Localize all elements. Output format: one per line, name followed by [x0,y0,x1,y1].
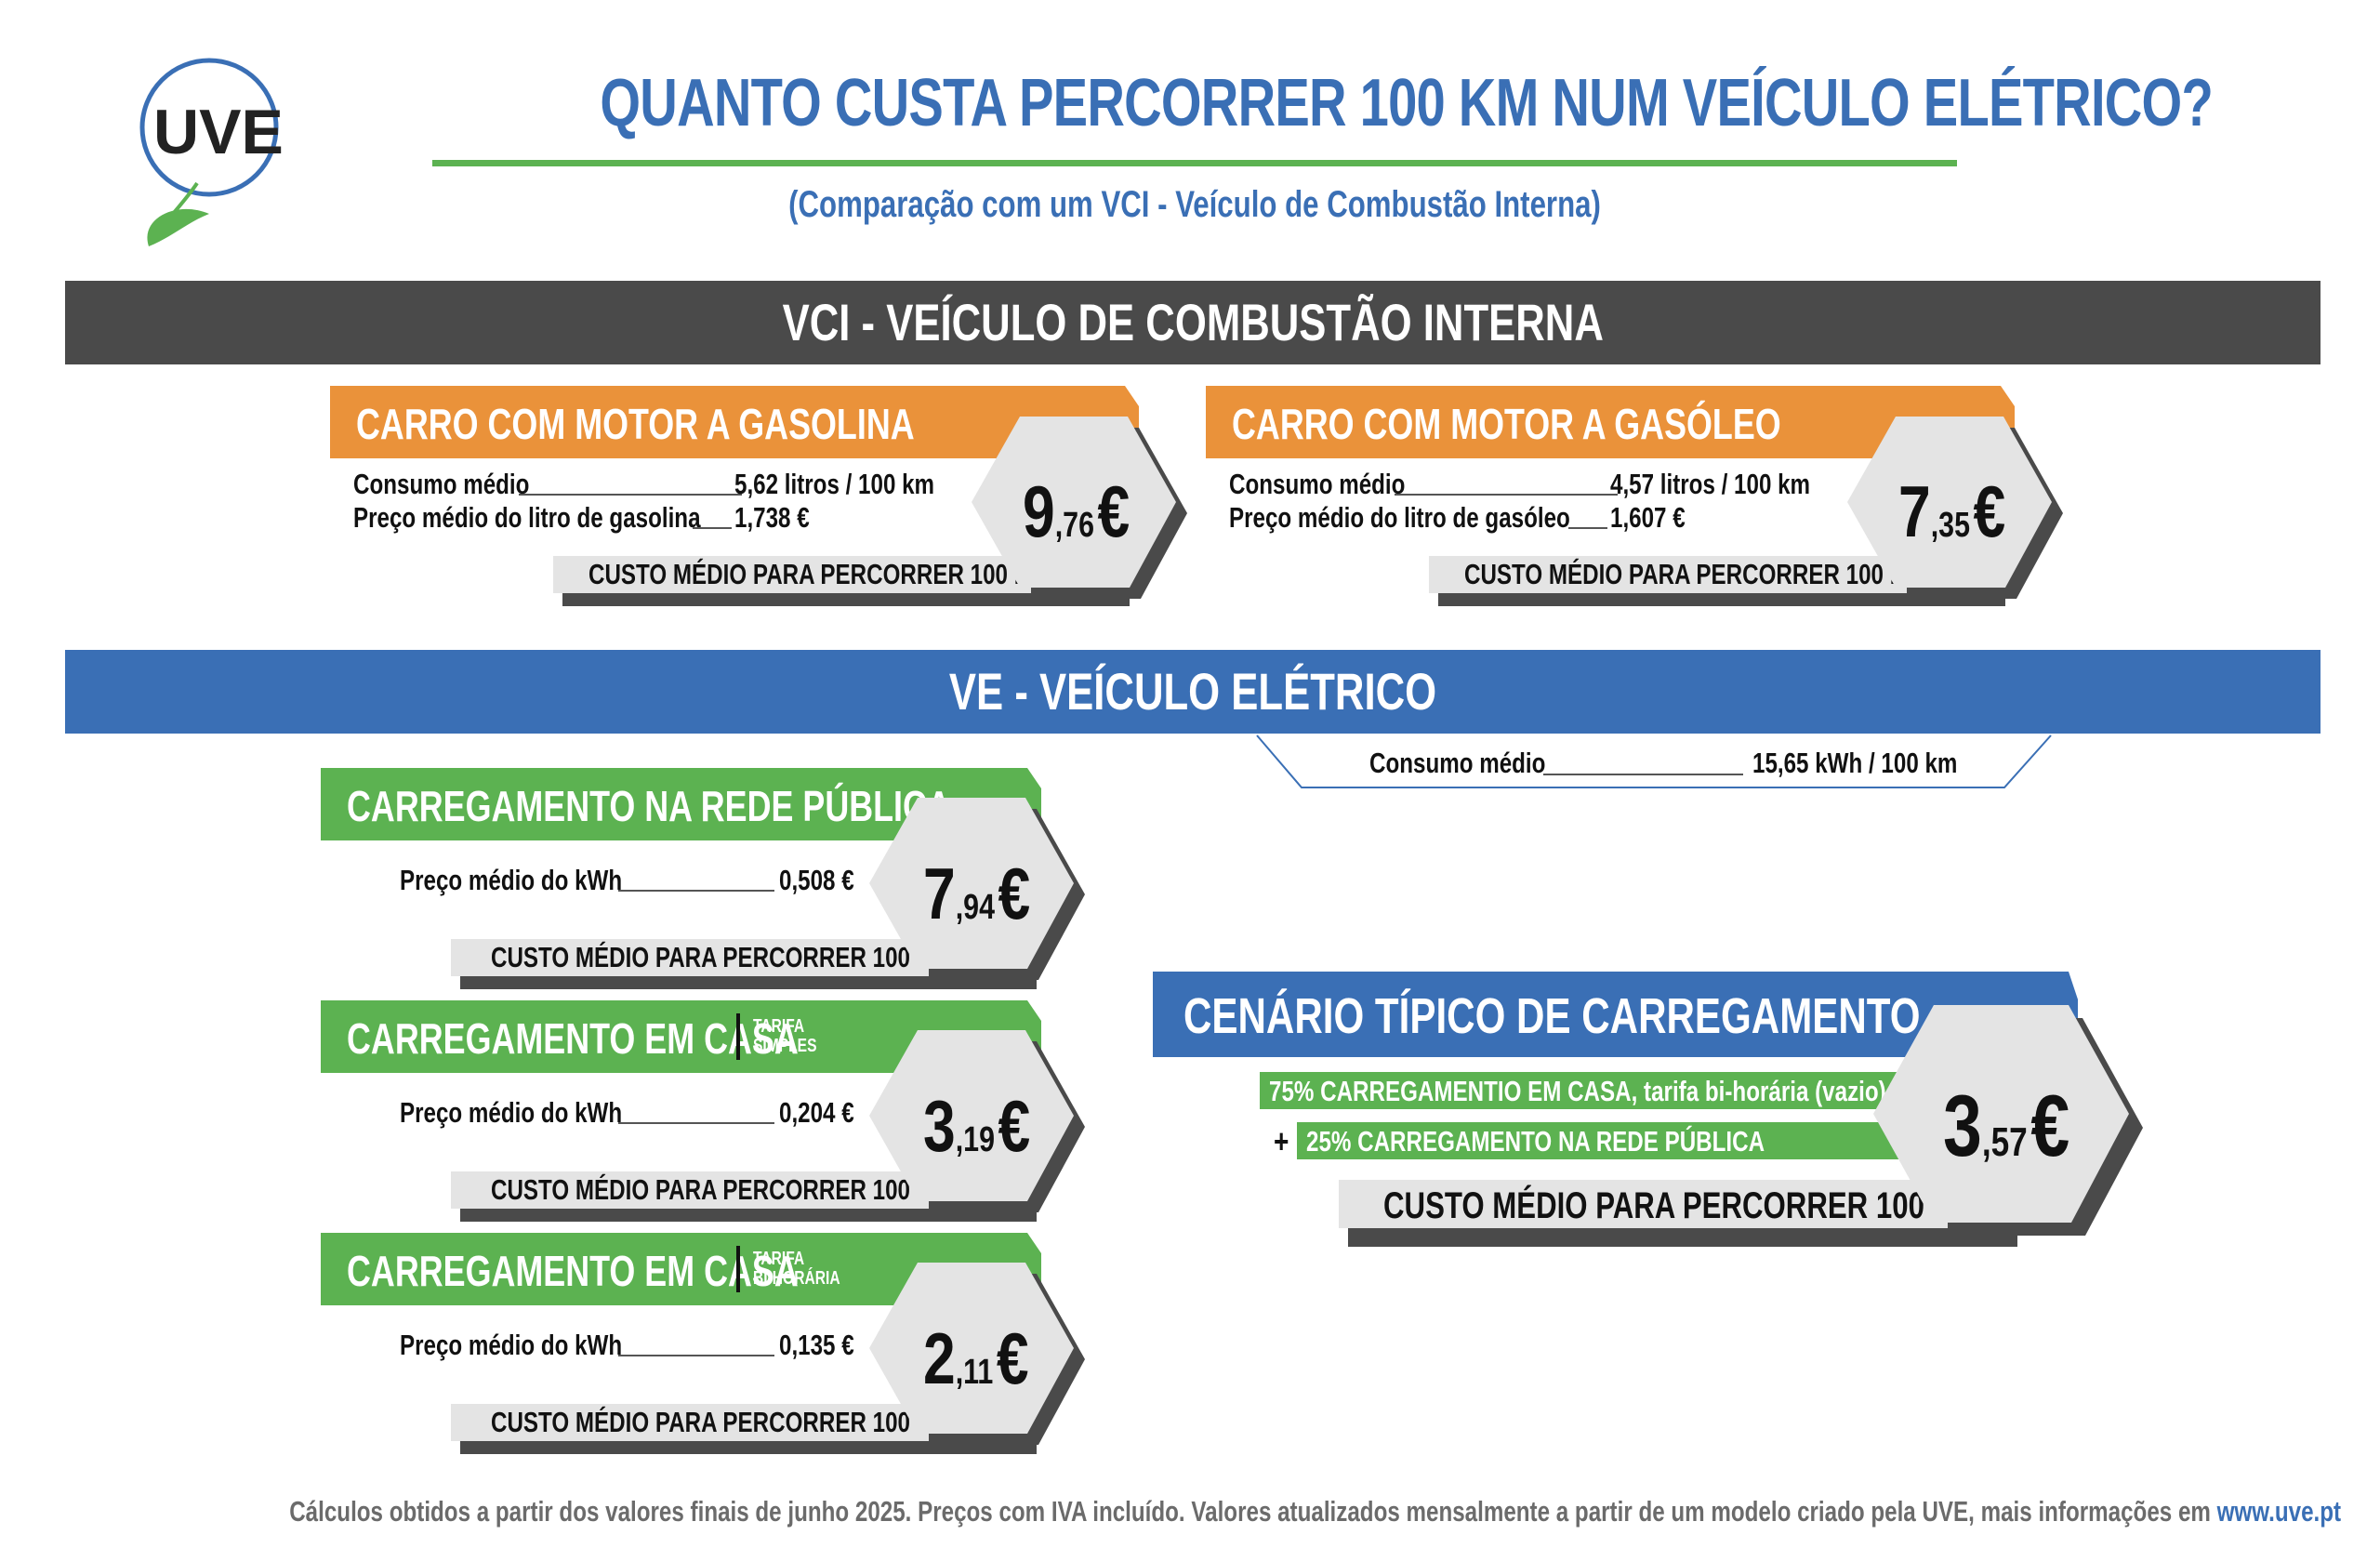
footer-link[interactable]: www.uve.pt [2216,1495,2342,1528]
leader-line [618,890,774,892]
ve-consumo-tab [1256,734,2052,788]
gasolina-header-bg [330,386,1139,458]
casa-simples-price-hex [869,1030,1085,1212]
gasoleo-header-bg [1206,386,2015,458]
gasolina-consumo-value: 5,62 litros / 100 km [734,468,935,500]
cenario-card: CENÁRIO TÍPICO DE CARREGAMENTO 75% CARRE… [1153,972,2157,1250]
cost-bar [1339,1180,1999,1228]
gasoleo-title: CARRO COM MOTOR A GASÓLEO [1232,400,1781,448]
ve-consumo-value: 15,65 kWh / 100 km [1752,747,1958,779]
cenario-cost-label: CUSTO MÉDIO PARA PERCORRER 100 KM [1383,1185,1978,1226]
gasolina-price: 9,76 € [1023,470,1130,552]
casa-bihoraria-title: CARREGAMENTO EM CASA [347,1247,799,1295]
leader-line [519,494,742,496]
page-title: QUANTO CUSTA PERCORRER 100 KM NUM VEÍCUL… [600,66,2213,140]
rede-publica-price: 7,94 € [923,853,1031,934]
cenario-plus: + [1274,1122,1289,1160]
casa-simples-header-bg [321,1000,1041,1073]
cenario-title: CENÁRIO TÍPICO DE CARREGAMENTO [1183,988,1921,1044]
cenario-line2: 25% CARREGAMENTO NA REDE PÚBLICA [1297,1122,1904,1159]
ve-band-title: VE - VEÍCULO ELÉTRICO [948,662,1437,721]
leader-line [618,1355,774,1356]
gasolina-title: CARRO COM MOTOR A GASOLINA [356,400,915,448]
gasolina-consumo-label: Consumo médio [353,468,530,500]
gasoleo-consumo-label: Consumo médio [1229,468,1406,500]
casa-simples-tarifa: TARIFA SIMPLES [753,1016,817,1056]
ve-band: VE - VEÍCULO ELÉTRICO [65,650,2320,734]
cenario-price: 3,57 € [1943,1077,2070,1174]
casa-simples-card: CARREGAMENTO EM CASA TARIFA SIMPLES Preço… [321,1000,1092,1222]
gasoleo-price-hex [1847,417,2063,599]
rede-publica-price-hex [869,798,1085,980]
logo-text: UVE [153,97,284,167]
rede-publica-kwh-label: Preço médio do kWh [400,864,623,896]
casa-bihoraria-cost-label: CUSTO MÉDIO PARA PERCORRER 100 KM [491,1406,952,1438]
title-underline [432,160,1957,166]
footer-text: Cálculos obtidos a partir dos valores fi… [289,1495,2217,1528]
casa-bihoraria-kwh-label: Preço médio do kWh [400,1329,623,1361]
title-separator [736,1013,740,1060]
footer-note: Cálculos obtidos a partir dos valores fi… [0,1495,2380,1528]
casa-simples-title: CARREGAMENTO EM CASA [347,1014,799,1063]
casa-bihoraria-header-bg [321,1233,1041,1305]
leader-line [618,1122,774,1124]
leader-line [1568,527,1607,529]
gasoleo-consumo-value: 4,57 litros / 100 km [1610,468,1811,500]
gasolina-cost-label: CUSTO MÉDIO PARA PERCORRER 100 KM [588,558,1050,590]
gasolina-preco-value: 1,738 € [734,501,810,534]
gasolina-preco-label: Preço médio do litro de gasolina [353,501,701,534]
ve-consumo-label: Consumo médio [1369,747,1546,779]
casa-simples-price: 3,19 € [923,1085,1031,1167]
casa-simples-cost-label: CUSTO MÉDIO PARA PERCORRER 100 KM [491,1173,952,1206]
leader-line [1395,494,1618,496]
gasoleo-price: 7,35 € [1898,470,2006,552]
vci-band-title: VCI - VEÍCULO DE COMBUSTÃO INTERNA [782,293,1604,351]
gasoleo-preco-value: 1,607 € [1610,501,1686,534]
leader-line [1543,774,1743,775]
cenario-header-bg [1153,972,2078,1057]
casa-bihoraria-card: CARREGAMENTO EM CASA TARIFA BI-HORÁRIA Pr… [321,1233,1092,1454]
title-separator [736,1246,740,1292]
gasoleo-card: CARRO COM MOTOR A GASÓLEO Consumo médio … [1206,386,2063,606]
rede-publica-card: CARREGAMENTO NA REDE PÚBLICA Preço médio… [321,768,1092,989]
rede-publica-cost-label: CUSTO MÉDIO PARA PERCORRER 100 KM [491,941,952,973]
vci-band: VCI - VEÍCULO DE COMBUSTÃO INTERNA [65,281,2320,364]
casa-bihoraria-kwh-value: 0,135 € [779,1329,854,1361]
casa-simples-kwh-label: Preço médio do kWh [400,1096,623,1129]
uve-logo: UVE [121,51,298,251]
casa-simples-kwh-value: 0,204 € [779,1096,854,1129]
leader-line [693,527,732,529]
rede-publica-header-bg [321,768,1041,840]
gasolina-price-hex [972,417,1187,599]
gasoleo-preco-label: Preço médio do litro de gasóleo [1229,501,1570,534]
rede-publica-title: CARREGAMENTO NA REDE PÚBLICA [347,782,951,830]
page-subtitle: (Comparação com um VCI - Veículo de Comb… [788,184,1601,225]
casa-bihoraria-price-hex [869,1263,1085,1445]
gasoleo-cost-label: CUSTO MÉDIO PARA PERCORRER 100 KM [1464,558,1925,590]
rede-publica-kwh-value: 0,508 € [779,864,854,896]
cenario-price-hex [1873,1005,2143,1236]
casa-bihoraria-tarifa: TARIFA BI-HORÁRIA [753,1249,840,1289]
casa-bihoraria-price: 2,11 € [923,1317,1029,1399]
gasolina-card: CARRO COM MOTOR A GASOLINA Consumo médio… [330,386,1187,606]
